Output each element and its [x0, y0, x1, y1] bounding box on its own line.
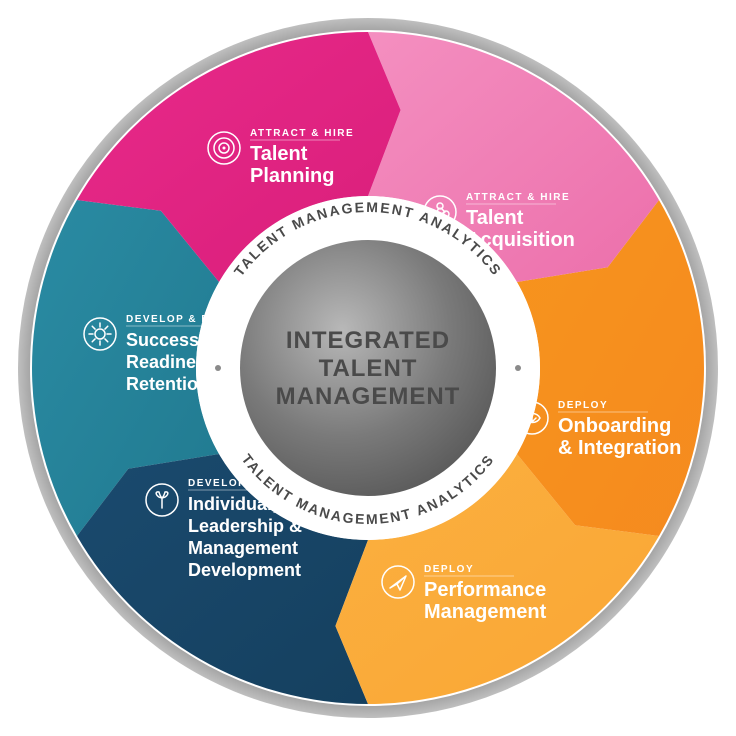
center-title-line1: INTEGRATED	[286, 327, 450, 354]
segment-performance-line1: Management	[424, 601, 547, 623]
segment-onboarding-line0: Onboarding	[558, 415, 671, 437]
ring-dot-right	[515, 365, 521, 371]
segment-talent-planning-line1: Planning	[250, 165, 334, 187]
segment-development-line3: Development	[188, 560, 301, 580]
segment-onboarding-category: DEPLOY	[558, 400, 608, 411]
segment-onboarding-line1: & Integration	[558, 437, 681, 459]
segment-performance-category: DEPLOY	[424, 564, 474, 575]
ring-dot-left	[215, 365, 221, 371]
segment-development-line1: Leadership &	[188, 516, 302, 536]
segment-development-line2: Management	[188, 538, 298, 558]
segment-performance-line0: Performance	[424, 579, 546, 601]
segment-talent-acquisition-category: ATTRACT & HIRE	[466, 192, 570, 203]
segment-talent-planning-category: ATTRACT & HIRE	[250, 128, 354, 139]
segment-talent-acquisition-line0: Talent	[466, 207, 524, 229]
talent-management-wheel: ATTRACT & HIRETalentPlanningATTRACT & HI…	[0, 0, 736, 736]
center-title-line2: TALENT	[319, 355, 418, 382]
segment-talent-planning-line0: Talent	[250, 143, 308, 165]
center-title-line3: MANAGEMENT	[276, 383, 461, 410]
